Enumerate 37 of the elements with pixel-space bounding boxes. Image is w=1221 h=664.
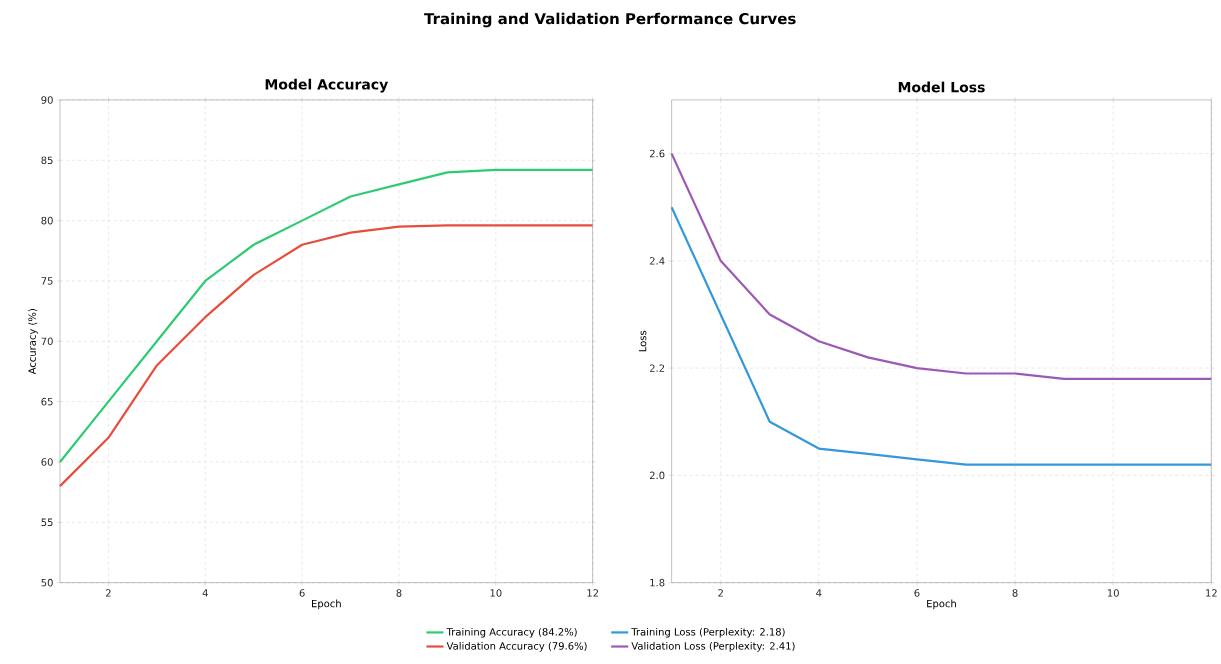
text: Training and Validation Performance Curves bbox=[424, 12, 796, 28]
y-tick-label: 55 bbox=[41, 518, 53, 527]
x-axis-title: Epoch bbox=[312, 599, 341, 610]
y-tick-label: 75 bbox=[41, 277, 53, 285]
x-tick-label: 10 bbox=[490, 589, 502, 597]
y-tick-label: 50 bbox=[41, 579, 53, 587]
y-tick-label: 65 bbox=[41, 398, 53, 406]
x-tick-label: 4 bbox=[816, 589, 822, 597]
y-axis-title: Loss bbox=[638, 331, 647, 352]
chart-title: Model Accuracy bbox=[265, 78, 389, 93]
y-tick-label: 90 bbox=[41, 96, 53, 104]
y-tick-label: 2.4 bbox=[649, 257, 665, 265]
y-tick-label: 80 bbox=[41, 217, 53, 225]
legend-label: Validation Loss (Perplexity: 2.41) bbox=[631, 642, 795, 652]
y-tick-label: 2.2 bbox=[649, 364, 665, 373]
x-tick-label: 4 bbox=[202, 589, 208, 597]
x-tick-label: 8 bbox=[1012, 589, 1018, 597]
x-tick-label: 10 bbox=[1107, 589, 1119, 597]
x-tick-label: 12 bbox=[1206, 589, 1217, 597]
legend-label: Training Accuracy (84.2%) bbox=[446, 628, 577, 638]
y-tick-label: 85 bbox=[41, 156, 53, 165]
x-tick-label: 12 bbox=[587, 589, 599, 597]
x-tick-label: 6 bbox=[914, 589, 920, 597]
legend-label: Validation Accuracy (79.6%) bbox=[446, 642, 587, 652]
y-tick-label: 60 bbox=[41, 458, 53, 466]
x-tick-label: 8 bbox=[396, 589, 402, 597]
legend-label: Training Loss (Perplexity: 2.18) bbox=[631, 628, 785, 638]
x-tick-label: 2 bbox=[718, 589, 723, 597]
y-tick-label: 1.8 bbox=[650, 579, 665, 587]
chart-title: Model Loss bbox=[898, 81, 985, 93]
y-tick-label: 2.0 bbox=[649, 471, 665, 480]
x-tick-label: 2 bbox=[105, 589, 111, 597]
x-axis-title: Epoch bbox=[927, 599, 956, 610]
y-tick-label: 70 bbox=[41, 337, 53, 346]
y-tick-label: 2.6 bbox=[649, 149, 665, 158]
x-tick-label: 6 bbox=[299, 589, 305, 597]
y-axis-title: Accuracy (%) bbox=[28, 309, 38, 375]
